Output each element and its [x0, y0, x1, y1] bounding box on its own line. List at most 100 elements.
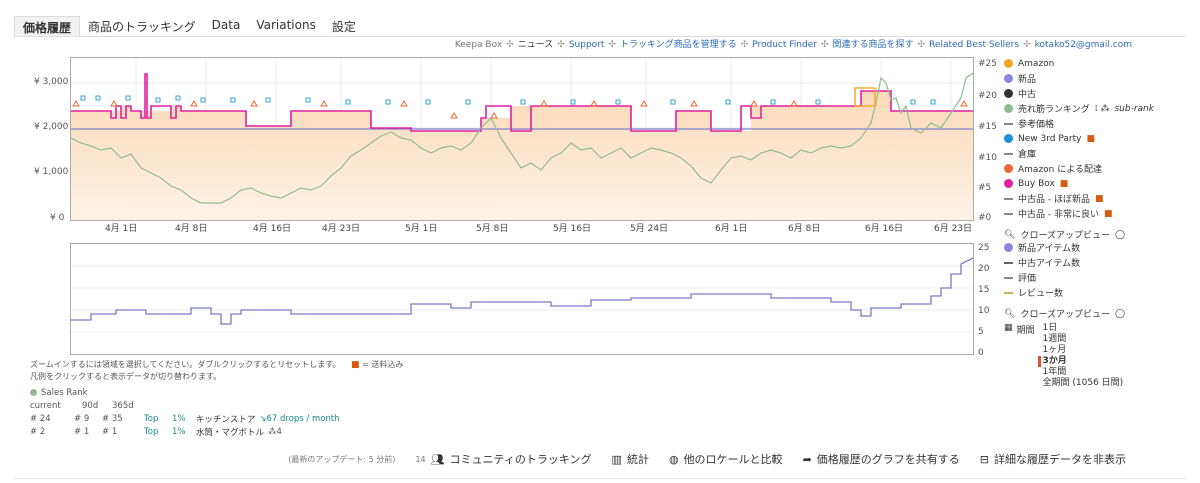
period-option-1d[interactable]: 1日 [1042, 323, 1058, 333]
period-option-1w[interactable]: 1週間 [1042, 334, 1067, 344]
toggle-icon: ◯ [1115, 229, 1126, 240]
tab-variations[interactable]: Variations [256, 18, 316, 32]
legend-dash-icon [1004, 197, 1013, 200]
x-label: 5月 24日 [630, 224, 669, 234]
legend-label: 中古品 - ほぼ新品 [1018, 195, 1090, 205]
y-right-label: #0 [978, 213, 992, 223]
footer-actions: (最新のアップデート: 5 分前) 14 👥︎ コミュニティのトラッキング ▥ … [288, 451, 1126, 467]
truck-icon: ■ [1094, 193, 1104, 204]
period-options: 1日 1週間 1ヶ月 3か月 1年間 全期間 (1056 日間) [1037, 323, 1124, 389]
legend-dash-icon [1004, 276, 1013, 279]
legend-label: 新品 [1018, 75, 1037, 85]
user-email[interactable]: kotako52@gmail.com [1034, 40, 1132, 50]
tab-tracking[interactable]: 商品のトラッキング [88, 20, 196, 34]
price-history-chart[interactable] [70, 57, 974, 221]
zoom-hint: ズームインするには領域を選択してください。ダブルクリックするとリセットします。 … [30, 359, 403, 370]
legend-used-count[interactable]: 中古アイテム数 [1004, 255, 1125, 270]
closeup-toggle-main[interactable]: 🔍︎ クローズアップビュー ◯ [1004, 227, 1154, 242]
keepa-box-link[interactable]: Keepa Box [454, 40, 503, 50]
x-label: 5月 16日 [553, 224, 592, 234]
sub-rank-icon: ⁂ [268, 426, 277, 437]
closeup-label: クローズアップビュー [1020, 310, 1110, 320]
x-label: 5月 8日 [476, 224, 509, 234]
legend-label: 中古 [1018, 90, 1037, 100]
link-news[interactable]: ニュース [517, 40, 554, 50]
bottom-divider [14, 478, 1186, 479]
period-option-1y[interactable]: 1年間 [1042, 367, 1067, 377]
legend-click-hint: 凡例をクリックすると表示データが切り替わります。 [30, 372, 222, 381]
y-left-label: ¥ 3,000 [34, 77, 69, 87]
link-manage-tracking[interactable]: トラッキング商品を管理する [619, 40, 737, 50]
legend-dot-icon [1004, 243, 1013, 252]
offer-count-chart[interactable] [70, 243, 974, 355]
legend-new-count[interactable]: 新品アイテム数 [1004, 240, 1125, 255]
tab-settings[interactable]: 設定 [331, 20, 356, 34]
search-icon: 🔍︎ [1004, 308, 1016, 319]
y-right-label: #5 [978, 183, 992, 193]
new-item-count-line [71, 257, 974, 325]
legend-buybox[interactable]: Buy Box ■ [1004, 176, 1154, 191]
tab-data[interactable]: Data [211, 18, 241, 32]
lower-y-label: 25 [978, 243, 990, 253]
legend-sales-rank[interactable]: 売れ筋ランキング ⁞ ⁂ sub-rank [1004, 101, 1154, 116]
legend-dot-icon [30, 389, 37, 396]
rank-top: Top [144, 426, 159, 437]
legend-new-3rd-party[interactable]: New 3rd Party ■ [1004, 131, 1154, 146]
link-related-best-sellers[interactable]: Related Best Sellers [929, 40, 1020, 50]
rank-pct: 1% [172, 426, 186, 437]
statistics-button[interactable]: ▥ 統計 [612, 451, 649, 467]
separator-icon: ✣ [820, 40, 829, 50]
y-left-label: ¥ 0 [50, 213, 65, 223]
closeup-toggle-lower[interactable]: 🔍︎ クローズアップビュー ◯ [1004, 306, 1125, 321]
lower-y-label: 0 [978, 348, 984, 358]
period-option-3m[interactable]: 3か月 [1037, 356, 1124, 367]
legend-dot-icon [1004, 134, 1013, 143]
legend-used[interactable]: 中古 [1004, 86, 1154, 101]
legend-used-like-new[interactable]: 中古品 - ほぼ新品 ■ [1004, 191, 1154, 206]
search-icon: 🔍︎ [1004, 229, 1016, 240]
rank-pct: 1% [172, 413, 186, 424]
y-left-label: ¥ 2,000 [34, 122, 69, 132]
community-tracking-button[interactable]: 14 👥︎ コミュニティのトラッキング [415, 451, 591, 467]
legend-review-count[interactable]: レビュー数 [1004, 285, 1125, 300]
legend-amazon-delivery[interactable]: Amazon による配達 [1004, 161, 1154, 176]
legend-dash-icon [1004, 152, 1013, 155]
offer-count-svg [71, 257, 974, 333]
legend-used-very-good[interactable]: 中古品 - 非常に良い ■ [1004, 206, 1154, 221]
period-option-all[interactable]: 全期間 (1056 日間) [1042, 378, 1124, 388]
legend-new[interactable]: 新品 [1004, 71, 1154, 86]
price-area [71, 91, 973, 220]
share-chart-button[interactable]: ➦ 価格履歴のグラフを共有する [803, 451, 960, 467]
rank-current: # 2 [30, 426, 46, 437]
lower-y-label: 10 [978, 306, 990, 316]
rank-category[interactable]: 水筒・マグボトル [196, 427, 265, 438]
period-option-1m[interactable]: 1ヶ月 [1042, 345, 1067, 355]
legend-warehouse[interactable]: 倉庫 [1004, 146, 1154, 161]
truck-icon: ■ [351, 360, 360, 370]
tab-price-history[interactable]: 価格履歴 [14, 16, 81, 36]
legend-label: Amazon による配達 [1018, 165, 1102, 175]
x-label: 6月 8日 [788, 224, 821, 234]
compare-locales-button[interactable]: ◍ 他のロケールと比較 [669, 451, 783, 467]
share-icon: ➦ [802, 452, 812, 466]
rank-drops: 67 drops / month [266, 413, 340, 424]
hide-history-button[interactable]: ⊟ 詳細な履歴データを非表示 [980, 451, 1126, 467]
legend-dot-icon [1004, 164, 1013, 173]
separator-icon: ✣ [506, 40, 514, 50]
price-history-svg [70, 58, 974, 220]
legend-rating[interactable]: 評価 [1004, 270, 1125, 285]
link-support[interactable]: Support [568, 40, 605, 50]
legend-amazon[interactable]: Amazon [1004, 56, 1154, 71]
y-right-label: #25 [978, 59, 997, 69]
truck-icon: ■ [1103, 208, 1113, 219]
period-label: 期間 [1016, 326, 1035, 336]
link-related-products[interactable]: 関連する商品を探す [832, 40, 914, 50]
legend-list-price[interactable]: 参考価格 [1004, 116, 1154, 131]
y-right-label: #20 [978, 91, 997, 101]
rank-category[interactable]: キッチンストア [196, 414, 256, 425]
legend-dash-icon [1004, 291, 1013, 294]
link-product-finder[interactable]: Product Finder [752, 40, 817, 50]
header-90d: 90d [82, 400, 99, 411]
legend-dash-icon [1004, 261, 1013, 264]
x-label: 4月 23日 [322, 224, 361, 234]
